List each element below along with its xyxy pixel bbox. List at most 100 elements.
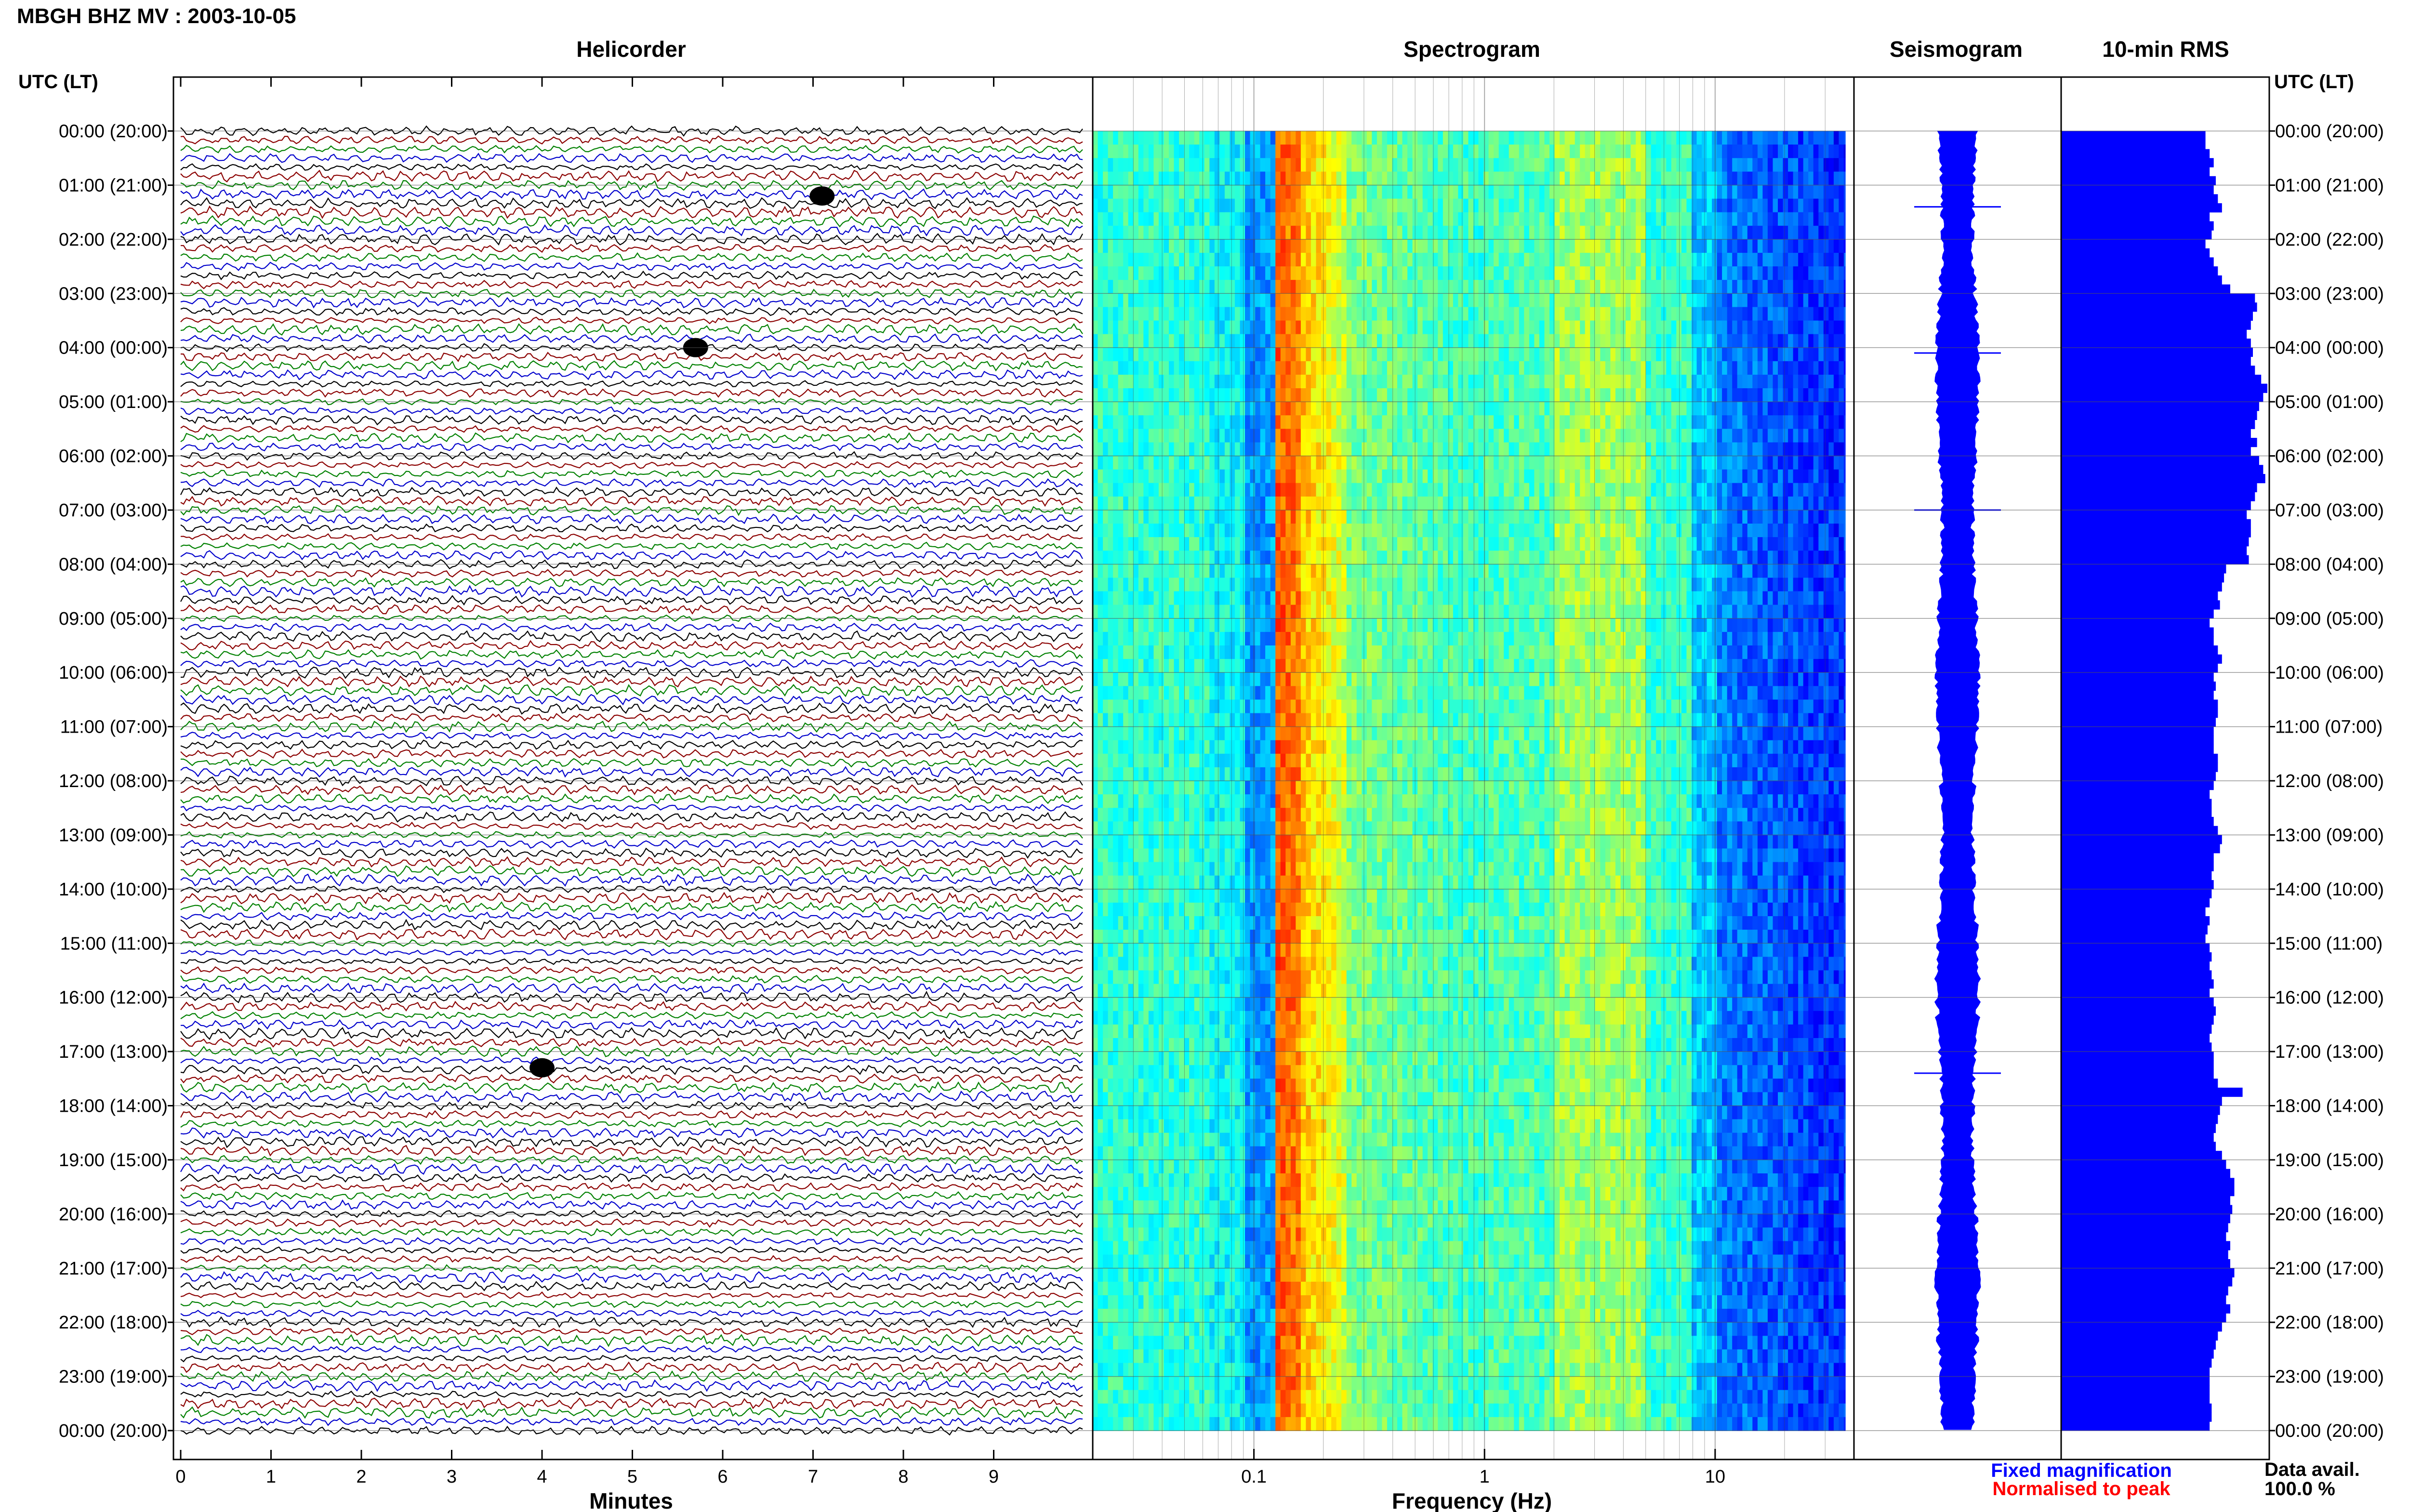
spectrogram-cell <box>1098 875 1103 890</box>
spectrogram-cell <box>1209 1052 1215 1065</box>
spectrogram-cell <box>1108 1295 1113 1309</box>
spectrogram-cell <box>1103 1349 1109 1364</box>
spectrogram-cell <box>1245 1038 1251 1052</box>
spectrogram-cell <box>1199 158 1205 172</box>
spectrogram-cell <box>1123 618 1129 632</box>
spectrogram-cell <box>1224 1159 1231 1174</box>
spectrogram-cell <box>1265 496 1271 511</box>
spectrogram-cell <box>1118 835 1124 849</box>
spectrogram-cell <box>1194 1376 1200 1391</box>
spectrogram-cell <box>1179 1309 1185 1323</box>
spectrogram-cell <box>1306 415 1311 430</box>
spectrogram-cell <box>1153 293 1159 308</box>
spectrogram-cell <box>1234 564 1241 579</box>
spectrogram-cell <box>1250 605 1256 619</box>
spectrogram-cell <box>1275 578 1281 592</box>
spectrogram-cell <box>1310 198 1317 213</box>
spectrogram-cell <box>1290 957 1297 971</box>
spectrogram-cell <box>1143 1173 1149 1187</box>
spectrogram-cell <box>1234 618 1241 632</box>
spectrogram-cell <box>1255 618 1261 632</box>
spectrogram-cell <box>1179 957 1185 971</box>
spectrogram-cell <box>1250 767 1256 781</box>
spectrogram-cell <box>1285 835 1291 849</box>
spectrogram-cell <box>1296 1173 1301 1187</box>
spectrogram-cell <box>1103 1417 1109 1431</box>
spectrogram-cell <box>1199 564 1205 579</box>
spectrogram-cell <box>1341 1132 1347 1147</box>
spectrogram-cell <box>1148 1011 1154 1025</box>
spectrogram-cell <box>1199 835 1205 849</box>
spectrogram-cell <box>1169 726 1175 741</box>
spectrogram-cell <box>1341 131 1347 145</box>
spectrogram-cell <box>1113 347 1119 362</box>
spectrogram-cell <box>1133 1024 1139 1039</box>
spectrogram-cell <box>1219 239 1225 253</box>
spectrogram-cell <box>1179 726 1185 741</box>
spectrogram-cell <box>1209 1376 1215 1391</box>
spectrogram-cell <box>1108 266 1113 280</box>
spectrogram-cell <box>1199 1038 1205 1052</box>
spectrogram-cell <box>1300 781 1307 795</box>
spectrogram-cell <box>1123 1173 1129 1187</box>
spectrogram-cell <box>1169 131 1175 145</box>
spectrogram-cell <box>1133 835 1139 849</box>
spectrogram-cell <box>1331 1173 1337 1187</box>
spectrogram-cell <box>1164 875 1169 890</box>
spectrogram-cell <box>1230 781 1235 795</box>
spectrogram-cell <box>1199 1281 1205 1296</box>
spectrogram-cell <box>1199 821 1205 836</box>
spectrogram-cell <box>1240 551 1245 565</box>
spectrogram-cell <box>1300 524 1307 538</box>
spectrogram-cell <box>1234 1119 1241 1133</box>
spectrogram-cell <box>1214 266 1220 280</box>
spectrogram-cell <box>1326 930 1332 944</box>
spectrogram-cell <box>1118 171 1124 186</box>
spectrogram-cell <box>1123 1403 1129 1418</box>
spectrogram-cell <box>1164 1227 1169 1242</box>
spectrogram-cell <box>1174 726 1179 741</box>
spectrogram-cell <box>1113 1349 1119 1364</box>
spectrogram-cell <box>1290 307 1297 321</box>
spectrogram-cell <box>1118 280 1124 294</box>
spectrogram-cell <box>1103 402 1109 416</box>
spectrogram-cell <box>1194 1363 1200 1377</box>
spectrogram-cell <box>1133 902 1139 917</box>
spectrogram-cell <box>1326 402 1332 416</box>
spectrogram-cell <box>1219 145 1225 158</box>
spectrogram-cell <box>1265 131 1271 145</box>
spectrogram-cell <box>1230 1011 1235 1025</box>
spectrogram-cell <box>1230 835 1235 849</box>
spectrogram-cell <box>1164 835 1169 849</box>
spectrogram-cell <box>1306 659 1311 673</box>
spectrogram-cell <box>1316 930 1322 944</box>
spectrogram-cell <box>1184 808 1190 822</box>
spectrogram-cell <box>1108 1011 1113 1025</box>
spectrogram-cell <box>1179 1417 1185 1431</box>
spectrogram-cell <box>1184 1187 1190 1201</box>
spectrogram-cell <box>1133 591 1139 605</box>
spectrogram-cell <box>1316 402 1322 416</box>
spectrogram-cell <box>1194 145 1200 158</box>
spectrogram-cell <box>1179 1336 1185 1350</box>
spectrogram-cell <box>1179 767 1185 781</box>
spectrogram-cell <box>1189 1254 1195 1269</box>
spectrogram-cell <box>1204 145 1210 158</box>
helicorder-trace <box>180 197 1083 210</box>
spectrogram-cell <box>1285 1336 1291 1350</box>
spectrogram-cell <box>1189 808 1195 822</box>
spectrogram-cell <box>1245 605 1251 619</box>
spectrogram-cell <box>1224 1038 1231 1052</box>
spectrogram-cell <box>1240 659 1245 673</box>
spectrogram-cell <box>1326 781 1332 795</box>
spectrogram-cell <box>1214 307 1220 321</box>
spectrogram-cell <box>1326 388 1332 402</box>
spectrogram-cell <box>1240 564 1245 579</box>
spectrogram-cell <box>1194 659 1200 673</box>
spectrogram-cell <box>1275 171 1281 186</box>
spectrogram-cell <box>1270 1024 1276 1039</box>
spectrogram-cell <box>1158 889 1165 903</box>
spectrogram-cell <box>1093 1390 1099 1404</box>
spectrogram-cell <box>1148 442 1154 457</box>
spectrogram-cell <box>1199 686 1205 700</box>
